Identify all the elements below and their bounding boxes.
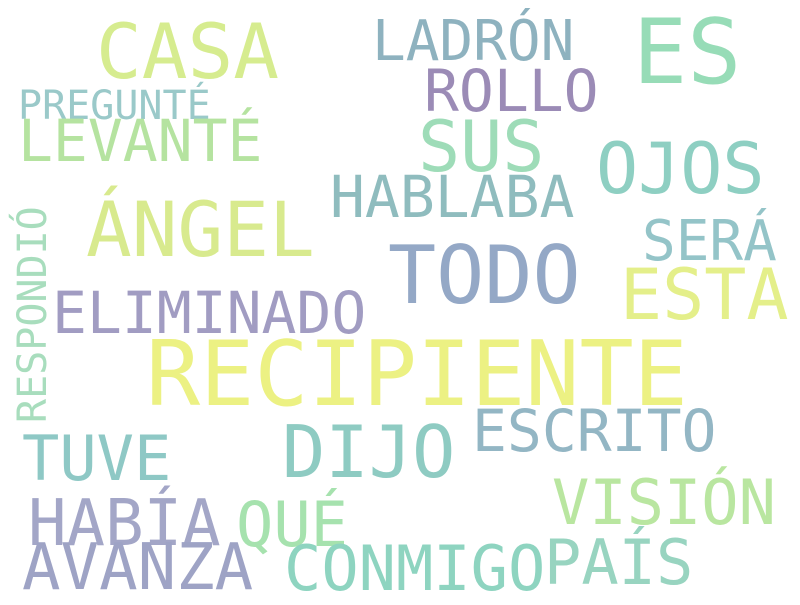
word-ladron: LADRÓN xyxy=(372,9,575,74)
word-sus: SUS xyxy=(418,106,545,188)
word-hablaba: HABLABA xyxy=(330,163,575,231)
word-pregunte: PREGUNTÉ xyxy=(18,83,211,129)
word-tuve: TUVE xyxy=(22,422,172,495)
word-dijo: DIJO xyxy=(282,410,456,494)
word-habia: HABÍA xyxy=(28,487,221,561)
word-esta: ESTA xyxy=(620,254,789,336)
word-es: ES xyxy=(633,0,742,105)
word-recipiente: RECIPIENTE xyxy=(146,322,688,427)
word-sera: SERÁ xyxy=(642,209,777,274)
word-todo: TODO xyxy=(388,229,581,322)
word-respondio: RESPONDIÓ xyxy=(10,206,56,423)
word-casa: CASA xyxy=(96,7,280,96)
word-vision: VISIÓN xyxy=(552,466,776,539)
word-escrito: ESCRITO xyxy=(472,397,717,465)
word-rollo: ROLLO xyxy=(424,57,599,125)
word-ojos: OJOS xyxy=(596,128,765,210)
word-que: QUÉ xyxy=(236,488,348,561)
word-avanza: AVANZA xyxy=(22,531,254,605)
word-angel: ÁNGEL xyxy=(86,185,315,274)
word-eliminado: ELIMINADO xyxy=(52,279,367,347)
word-pais: PAÍS xyxy=(544,526,694,599)
word-conmigo: CONMIGO xyxy=(284,532,546,605)
word-levante: LEVANTÉ xyxy=(18,107,263,175)
